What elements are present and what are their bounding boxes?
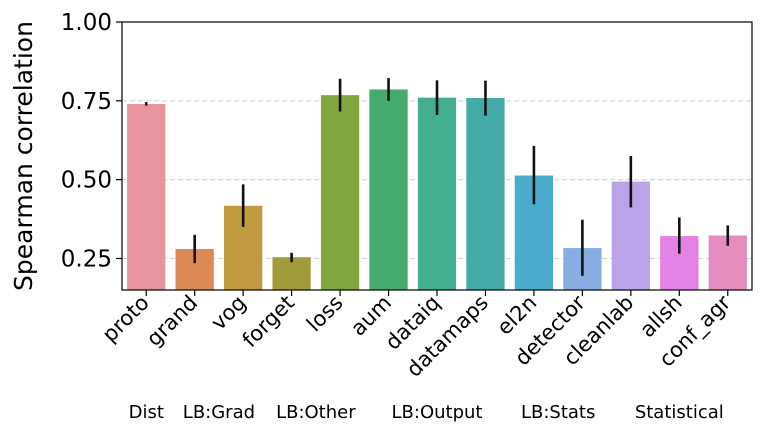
x-tick-label-loss: loss: [302, 291, 348, 337]
bar-aum: [369, 89, 408, 291]
y-axis-title: Spearman correlation: [9, 21, 38, 291]
group-label: Dist: [129, 402, 164, 423]
x-tick-label-grand: grand: [142, 291, 202, 351]
y-tick-label: 0.25: [61, 246, 112, 272]
bar-datamaps: [466, 97, 505, 290]
bar-dataiq: [417, 97, 457, 290]
bar-loss: [320, 95, 360, 291]
bars: [127, 89, 747, 291]
group-label: LB:Output: [392, 402, 483, 423]
group-labels: Dist LB:Grad LB:Other LB:Output LB:Stats Stat…: [129, 402, 724, 423]
bar-proto: [127, 103, 166, 290]
x-tick-label-forget: forget: [238, 291, 300, 353]
bar-forget: [272, 257, 311, 290]
group-label: Statistical: [635, 402, 724, 423]
group-label: LB:Stats: [521, 402, 595, 423]
error-bars: [144, 78, 730, 276]
y-tick-label: 1.00: [61, 10, 112, 36]
group-label: LB:Grad: [183, 402, 255, 423]
y-tick-label: 0.75: [61, 89, 112, 115]
y-tick-label: 0.50: [61, 168, 112, 194]
y-axis-ticks: 0.25 0.50 0.75 1.00: [61, 10, 122, 272]
group-label: LB:Other: [276, 402, 356, 423]
